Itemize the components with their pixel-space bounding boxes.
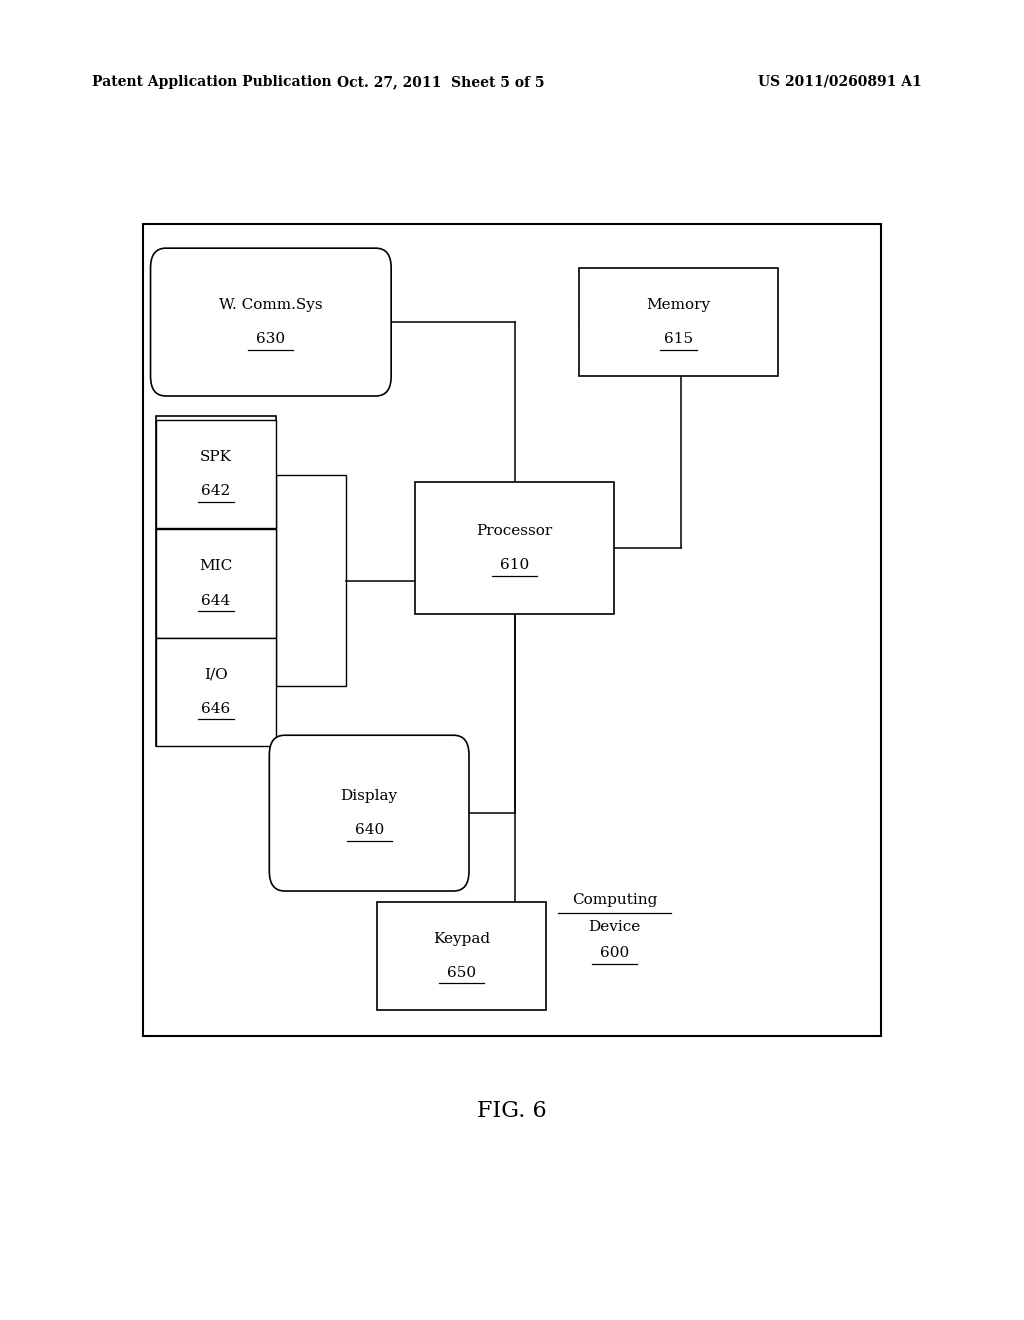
Text: 610: 610 (500, 558, 529, 572)
Text: Oct. 27, 2011  Sheet 5 of 5: Oct. 27, 2011 Sheet 5 of 5 (337, 75, 544, 88)
Bar (156, 416, 276, 746)
Text: 640: 640 (354, 824, 384, 837)
Text: 650: 650 (446, 966, 476, 979)
Text: I/O: I/O (204, 668, 228, 681)
Text: Processor: Processor (476, 524, 553, 537)
FancyBboxPatch shape (151, 248, 391, 396)
Text: SPK: SPK (200, 450, 232, 463)
Text: 642: 642 (202, 484, 230, 498)
Bar (156, 529, 276, 638)
FancyBboxPatch shape (269, 735, 469, 891)
Text: MIC: MIC (200, 560, 232, 573)
Text: Memory: Memory (646, 298, 711, 312)
Text: 600: 600 (600, 946, 629, 960)
Text: 615: 615 (664, 333, 693, 346)
Text: US 2011/0260891 A1: US 2011/0260891 A1 (758, 75, 922, 88)
Text: 630: 630 (256, 333, 286, 346)
Bar (156, 638, 276, 746)
Text: Keypad: Keypad (433, 932, 489, 945)
Bar (579, 268, 778, 376)
Text: Device: Device (588, 920, 641, 933)
Text: Patent Application Publication: Patent Application Publication (92, 75, 332, 88)
Text: 644: 644 (202, 594, 230, 607)
Bar (415, 482, 614, 614)
Text: Computing: Computing (571, 894, 657, 907)
Bar (143, 224, 881, 1036)
Bar (276, 475, 346, 686)
Text: 646: 646 (202, 702, 230, 715)
Bar (377, 902, 546, 1010)
Text: Display: Display (341, 789, 397, 803)
Text: FIG. 6: FIG. 6 (477, 1101, 547, 1122)
Bar (156, 420, 276, 528)
Text: W. Comm.Sys: W. Comm.Sys (219, 298, 323, 312)
